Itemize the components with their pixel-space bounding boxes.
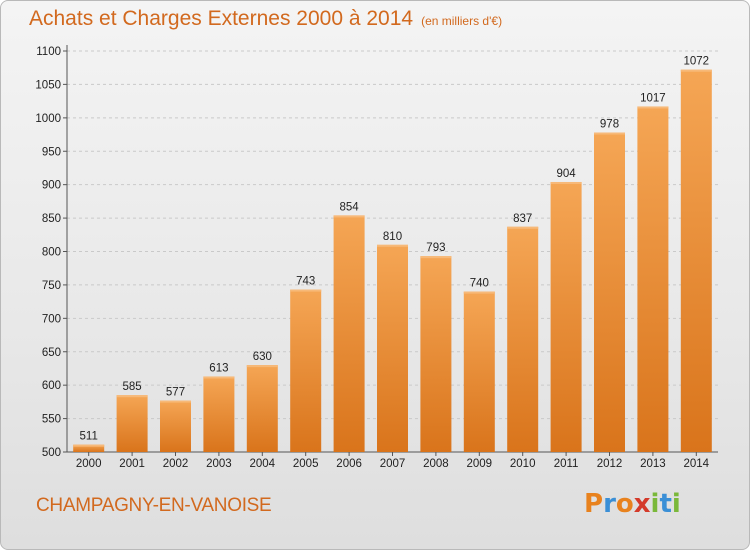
bar-top-edge [160,400,191,403]
value-label-2011: 904 [557,168,577,180]
value-label-2009: 740 [470,278,489,290]
bar-top-edge [594,132,625,135]
bar-2012 [594,132,625,452]
bar-top-edge [73,444,105,447]
value-label-2003: 613 [209,362,228,374]
x-tick-label-2001: 2001 [119,458,145,470]
bar-top-edge [116,395,148,398]
x-tick-label-2011: 2011 [554,458,579,470]
value-label-2005: 743 [296,276,315,288]
bar-top-edge [290,289,322,292]
bar-top-edge [550,181,582,184]
y-tick-label: 1100 [36,46,61,58]
bar-2011 [550,181,582,452]
bar-top-edge [420,256,452,259]
y-tick-label: 850 [42,213,61,225]
y-tick-label: 950 [42,146,61,158]
logo-letter: i [671,489,681,519]
value-label-2007: 810 [383,231,402,243]
y-tick-label: 650 [42,347,61,359]
bar-2008 [420,256,452,452]
logo-letter: o [615,489,634,519]
y-tick-label: 800 [42,247,61,259]
bar-2006 [333,215,365,452]
value-label-2008: 793 [426,242,445,254]
y-tick-label: 1000 [35,113,61,125]
x-tick-label-2008: 2008 [423,458,449,470]
x-tick-label-2003: 2003 [206,458,232,470]
bar-top-edge [203,376,235,379]
bar-top-edge [637,106,669,109]
x-tick-label-2012: 2012 [597,458,623,470]
y-tick-label: 500 [42,447,61,459]
y-tick-label: 1050 [35,79,61,91]
x-tick-label-2004: 2004 [250,458,276,470]
x-tick-label-2006: 2006 [336,458,362,470]
chart-title: Achats et Charges Externes 2000 à 2014 (e… [29,7,502,31]
value-label-2000: 511 [80,431,98,443]
labels: 500 550 600 650 700 750 800 850 900 950 1000 1050 11… [35,46,709,470]
logo-letter: r [603,489,616,519]
y-tick-label: 700 [42,313,61,325]
bar-top-edge [463,291,495,294]
bar-2014 [680,69,712,453]
x-tick-label-2010: 2010 [510,458,536,470]
bar-2010 [507,226,539,452]
x-tick-label-2007: 2007 [380,458,406,470]
x-tick-label-2009: 2009 [467,458,493,470]
x-tick-label-2005: 2005 [293,458,319,470]
bar-top-edge [680,69,712,72]
bar-2000 [73,444,105,452]
bar-top-edge [333,215,365,218]
bar-2003 [203,376,235,452]
value-label-2001: 585 [123,381,142,393]
value-label-2014: 1072 [684,56,710,68]
logo-letter: i [650,489,660,519]
value-label-2013: 1017 [640,92,666,104]
value-label-2012: 978 [600,119,619,131]
logo-letter: t [659,489,672,519]
y-tick-label: 750 [42,280,61,292]
bar-top-edge [377,244,408,247]
logo-letter: x [633,489,651,519]
y-tick-label: 900 [42,180,61,192]
value-label-2002: 577 [166,387,185,399]
value-label-2006: 854 [340,201,360,213]
value-label-2004: 630 [253,351,272,363]
bar-2007 [377,244,408,452]
x-tick-label-2000: 2000 [76,458,102,470]
title-unit: (en milliers d'€) [421,14,503,28]
x-tick-label-2002: 2002 [163,458,189,470]
value-label-2010: 837 [513,213,532,225]
y-tick-label: 600 [42,380,61,392]
bar-2005 [290,289,322,452]
x-tick-label-2014: 2014 [684,458,710,470]
bar-2002 [160,400,191,452]
bar-2013 [637,106,669,452]
bar-2004 [246,365,278,452]
logo-letter: P [584,489,604,519]
bar-2009 [463,291,495,452]
y-tick-label: 550 [42,414,61,426]
bar-top-edge [507,226,539,229]
bar-top-edge [246,365,278,368]
bar-2001 [116,395,148,452]
bars [73,69,712,453]
title-text: Achats et Charges Externes 2000 à 2014 [29,7,414,30]
x-tick-label-2013: 2013 [640,458,666,470]
commune-name: CHAMPAGNY-EN-VANOISE [36,495,272,516]
proxiti-logo[interactable]: Proxiti [584,489,681,519]
